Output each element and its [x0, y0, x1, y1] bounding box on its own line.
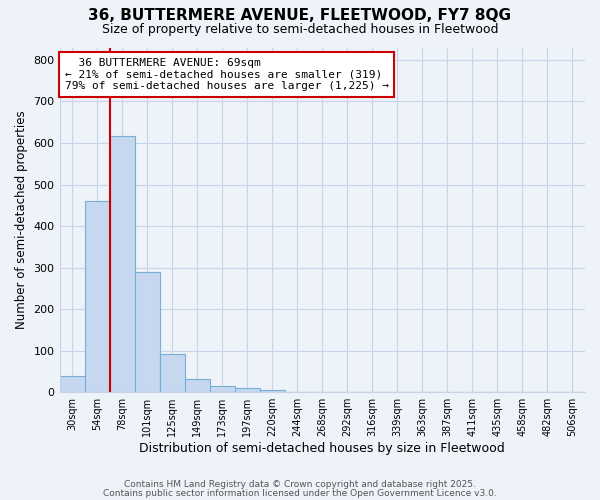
Bar: [260, 390, 285, 392]
Bar: [134, 272, 160, 392]
Bar: [85, 201, 110, 392]
Bar: [185, 378, 209, 392]
Text: Contains HM Land Registry data © Crown copyright and database right 2025.: Contains HM Land Registry data © Crown c…: [124, 480, 476, 489]
Bar: [209, 386, 235, 392]
Text: Size of property relative to semi-detached houses in Fleetwood: Size of property relative to semi-detach…: [102, 22, 498, 36]
Y-axis label: Number of semi-detached properties: Number of semi-detached properties: [15, 110, 28, 329]
Bar: [59, 376, 85, 392]
X-axis label: Distribution of semi-detached houses by size in Fleetwood: Distribution of semi-detached houses by …: [139, 442, 505, 455]
Bar: [110, 136, 134, 392]
Text: 36 BUTTERMERE AVENUE: 69sqm
← 21% of semi-detached houses are smaller (319)
79% : 36 BUTTERMERE AVENUE: 69sqm ← 21% of sem…: [65, 58, 389, 91]
Text: Contains public sector information licensed under the Open Government Licence v3: Contains public sector information licen…: [103, 488, 497, 498]
Bar: [235, 388, 260, 392]
Text: 36, BUTTERMERE AVENUE, FLEETWOOD, FY7 8QG: 36, BUTTERMERE AVENUE, FLEETWOOD, FY7 8Q…: [89, 8, 511, 22]
Bar: [160, 354, 185, 392]
